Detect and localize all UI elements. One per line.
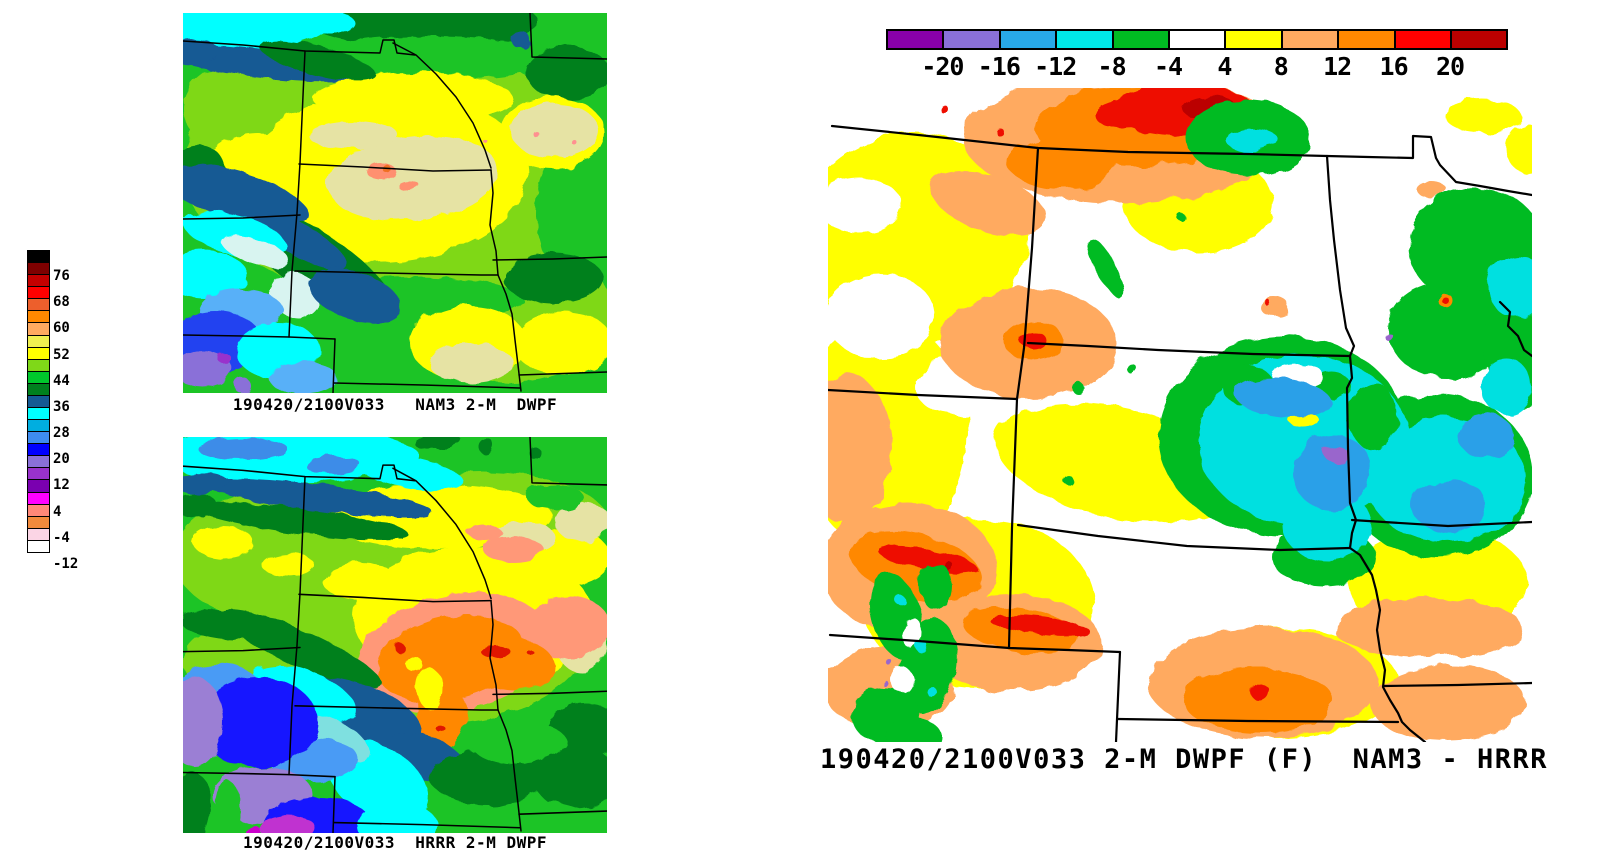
colorbar-label: 12: [53, 477, 70, 494]
state-borders: [183, 13, 607, 393]
colorbar-label: 44: [53, 372, 70, 389]
state-borders: [183, 437, 607, 833]
colorbar-cell: [1000, 31, 1058, 48]
colorbar-label: 20: [1435, 52, 1465, 81]
colorbar-label: -4: [53, 529, 70, 546]
colorbar-label: -16: [977, 52, 1021, 81]
colorbar-cell: [1395, 31, 1452, 48]
colorbar-cell: [1282, 31, 1340, 48]
colorbar-cell: [1057, 31, 1114, 48]
colorbar-cell: [1226, 31, 1283, 48]
colorbar-label: 20: [53, 451, 70, 468]
nam3-minus-hrrr-difference-map: [828, 88, 1532, 742]
colorbar-label: 8: [1273, 52, 1289, 81]
colorbar-cell: [27, 539, 50, 553]
colorbar-cell: [1339, 31, 1396, 48]
colorbar-label: 28: [53, 425, 70, 442]
nam3-dewpoint-map: [183, 13, 607, 393]
colorbar-cell: [1113, 31, 1170, 48]
colorbar-label: 76: [53, 268, 70, 285]
colorbar-label: 36: [53, 398, 70, 415]
nam3-map-caption: 190420/2100V033 NAM3 2-M DWPF: [232, 395, 558, 414]
colorbar-label: -12: [53, 555, 79, 572]
colorbar-cell: [888, 31, 945, 48]
colorbar-cell: [1451, 31, 1507, 48]
difference-colorbar: [886, 29, 1509, 50]
hrrr-dewpoint-map: [183, 437, 607, 833]
colorbar-label: 16: [1379, 52, 1409, 81]
colorbar-label: -4: [1153, 52, 1183, 81]
dewpoint-colorbar-labels: 76 68 60 52 44 36 28 20 12 4 -4 -12: [53, 250, 93, 580]
colorbar-label: 4: [1217, 52, 1232, 81]
colorbar-label: -8: [1097, 52, 1127, 81]
difference-map-caption: 190420/2100V033 2-M DWPF (F) NAM3 - HRRR: [820, 744, 1548, 775]
difference-colorbar-labels: -20 -16 -12 -8 -4 4 8 12 16 20: [886, 52, 1516, 82]
colorbar-label: -20: [921, 52, 964, 81]
colorbar-label: 52: [53, 346, 70, 363]
colorbar-label: 12: [1323, 52, 1352, 81]
colorbar-label: -12: [1034, 52, 1077, 81]
colorbar-label: 68: [53, 294, 70, 311]
colorbar-cell: [1169, 31, 1227, 48]
colorbar-label: 60: [53, 320, 70, 337]
dewpoint-colorbar: [27, 250, 50, 553]
state-borders: [828, 124, 1532, 742]
colorbar-label: 4: [53, 503, 62, 520]
colorbar-cell: [944, 31, 1001, 48]
hrrr-map-caption: 190420/2100V033 HRRR 2-M DWPF: [243, 833, 547, 850]
